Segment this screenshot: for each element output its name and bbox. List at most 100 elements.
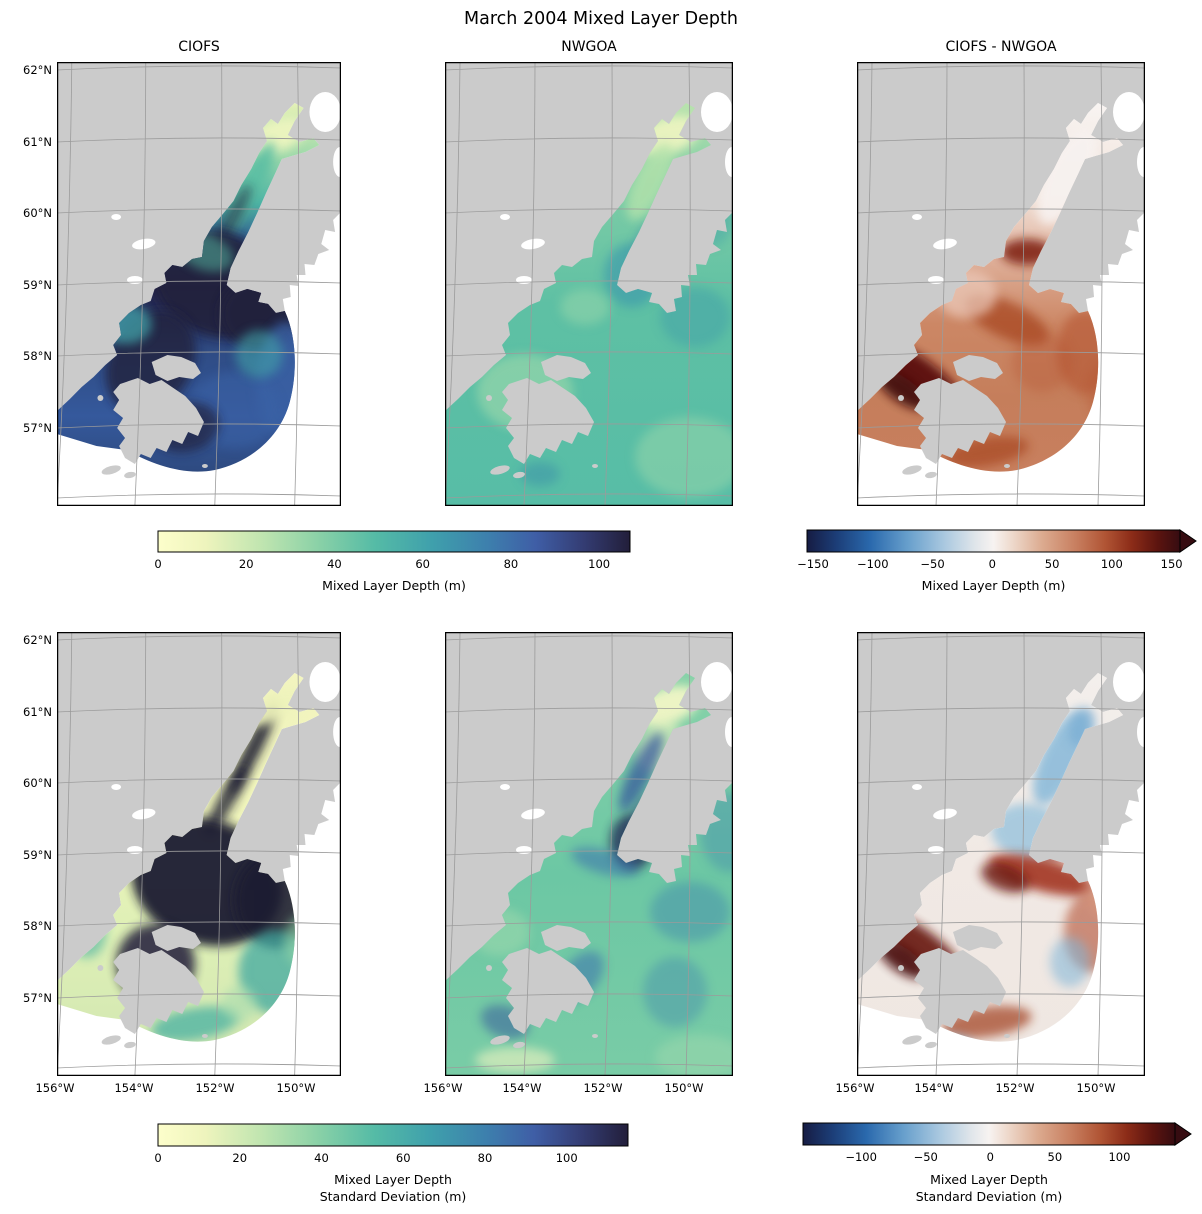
panel-title-diff-mld: CIOFS - NWGOA (945, 39, 1057, 55)
graticule-lines (445, 632, 733, 1076)
colorbar-tick-label: 100 (555, 1151, 578, 1165)
lon-tick-label: 156°W (835, 1081, 875, 1095)
colorbar-cb-std (157, 1123, 629, 1151)
colorbar-tick-label: −150 (797, 557, 829, 571)
lon-tick-label: 154°W (502, 1081, 542, 1095)
lat-tick-label: 62°N (23, 63, 52, 77)
colorbar-extend-arrow (1179, 529, 1197, 553)
colorbar-tick-label: −100 (845, 1150, 877, 1164)
colorbar-tick-label: −50 (920, 557, 945, 571)
lat-tick-label: 59°N (23, 848, 52, 862)
colorbar-tick-label: 80 (477, 1151, 493, 1165)
lon-tick-label: 150°W (276, 1081, 316, 1095)
colorbar-tick-label: −50 (913, 1150, 938, 1164)
lat-tick-label: 58°N (23, 349, 52, 363)
colorbar-tick-label: 0 (154, 1151, 162, 1165)
map-svg-diff-std (857, 632, 1145, 1076)
colorbar-tick-label: 60 (415, 557, 430, 571)
panel-border (445, 632, 733, 1076)
lat-tick-label: 60°N (23, 206, 52, 220)
afognak-island (953, 925, 1003, 951)
afognak-island (541, 355, 591, 381)
kodiak-island (502, 378, 594, 464)
lat-tick-label: 60°N (23, 776, 52, 790)
lon-tick-label: 150°W (664, 1081, 704, 1095)
afognak-island (151, 925, 201, 951)
lon-tick-label: 152°W (583, 1081, 623, 1095)
colorbar-tick-label: 50 (1044, 557, 1060, 571)
colorbar-tick-label: 60 (395, 1151, 411, 1165)
colorbar-label-cb-std: Mixed Layer Depth Standard Deviation (m) (319, 1172, 467, 1204)
colorbar-tick-label: −100 (856, 557, 889, 571)
colorbar-gradient (806, 529, 1181, 553)
colorbar-tick-label: 0 (988, 557, 996, 571)
colorbar-tick-label: 0 (154, 557, 162, 571)
colorbar-tick-label: 150 (1160, 557, 1183, 571)
lat-tick-label: 58°N (23, 919, 52, 933)
map-svg-diff-mld (857, 62, 1145, 506)
colorbar-tick-label: 100 (1108, 1150, 1131, 1164)
colorbar-tick-label: 50 (1047, 1150, 1063, 1164)
colorbar-svg-cb-std (157, 1123, 629, 1147)
map-svg-ciofs-std (57, 632, 341, 1076)
map-panel-ciofs-std (57, 632, 341, 1076)
colorbar-tick-label: 20 (232, 1151, 248, 1165)
afognak-island (953, 355, 1003, 381)
colorbar-tick-label: 40 (314, 1151, 329, 1165)
colorbar-cb-std-diff (802, 1122, 1193, 1150)
graticule-lines (857, 62, 1145, 506)
map-svg-nwgoa-std (445, 632, 733, 1076)
map-panel-diff-mld (857, 62, 1145, 506)
lon-tick-label: 154°W (914, 1081, 954, 1095)
lon-tick-label: 152°W (995, 1081, 1035, 1095)
map-panel-nwgoa-mld (445, 62, 733, 506)
colorbar-cb-mld-diff (806, 529, 1198, 557)
lon-tick-label: 154°W (114, 1081, 154, 1095)
colorbar-tick-label: 40 (327, 557, 342, 571)
afognak-island (541, 925, 591, 951)
panel-border (857, 62, 1145, 506)
map-panel-ciofs-mld (57, 62, 341, 506)
colorbar-cb-mld (157, 530, 631, 557)
graticule-lines (57, 62, 341, 506)
map-panel-nwgoa-std (445, 632, 733, 1076)
lon-tick-label: 156°W (35, 1081, 75, 1095)
lat-tick-label: 57°N (23, 991, 52, 1005)
lon-tick-label: 150°W (1076, 1081, 1116, 1095)
map-svg-nwgoa-mld (445, 62, 733, 506)
lon-tick-label: 156°W (423, 1081, 463, 1095)
kodiak-island (113, 948, 204, 1034)
kodiak-island (113, 378, 204, 464)
colorbar-tick-label: 100 (588, 557, 611, 571)
lat-tick-label: 57°N (23, 421, 52, 435)
colorbar-extend-arrow (1174, 1122, 1192, 1146)
lat-tick-label: 61°N (23, 705, 52, 719)
kodiak-island (502, 948, 594, 1034)
colorbar-tick-label: 0 (986, 1150, 994, 1164)
map-svg-ciofs-mld (57, 62, 341, 506)
colorbar-svg-cb-mld (157, 530, 631, 553)
colorbar-label-cb-mld: Mixed Layer Depth (m) (322, 578, 466, 593)
panel-border (57, 632, 341, 1076)
panel-border (57, 62, 341, 506)
graticule-lines (445, 62, 733, 506)
panel-border (857, 632, 1145, 1076)
graticule-lines (57, 632, 341, 1076)
panel-title-nwgoa-mld: NWGOA (561, 39, 617, 55)
figure-title: March 2004 Mixed Layer Depth (464, 9, 738, 29)
lat-tick-label: 59°N (23, 278, 52, 292)
kodiak-island (914, 378, 1006, 464)
lat-tick-label: 62°N (23, 633, 52, 647)
colorbar-label-cb-mld-diff: Mixed Layer Depth (m) (921, 578, 1066, 593)
colorbar-gradient (802, 1122, 1176, 1146)
colorbar-gradient (157, 530, 631, 553)
kodiak-island (914, 948, 1006, 1034)
colorbar-tick-label: 20 (238, 557, 254, 571)
afognak-island (151, 355, 201, 381)
graticule-lines (857, 632, 1145, 1076)
colorbar-svg-cb-std-diff (802, 1122, 1192, 1146)
colorbar-svg-cb-mld-diff (806, 529, 1197, 553)
panel-border (445, 62, 733, 506)
panel-title-ciofs-mld: CIOFS (178, 39, 220, 55)
